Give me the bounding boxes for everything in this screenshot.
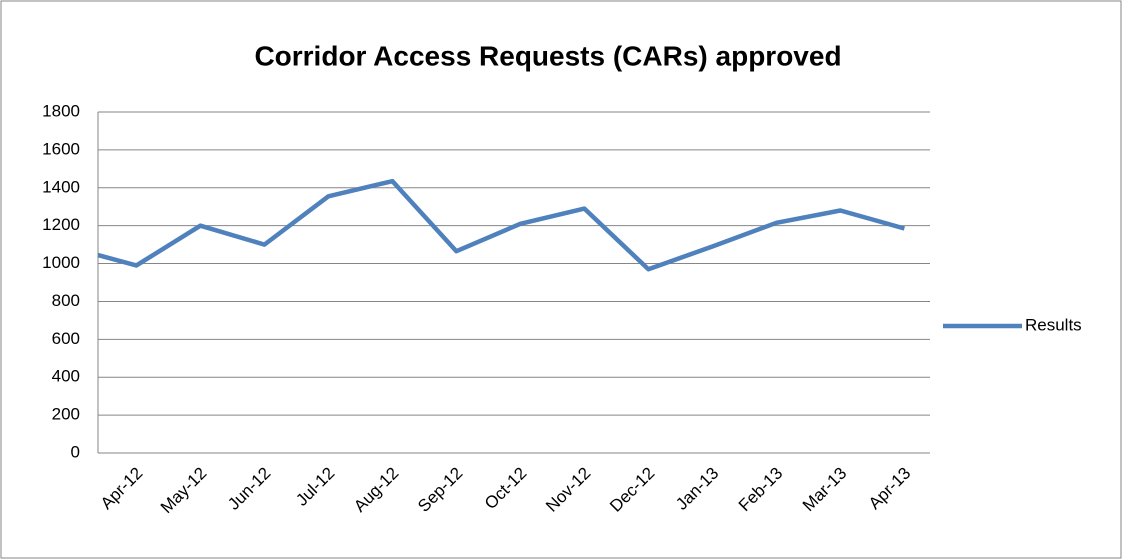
y-tick-label: 0 xyxy=(71,442,80,461)
data-line xyxy=(97,178,906,272)
y-tick-label: 1000 xyxy=(42,253,80,272)
y-tick-label: 200 xyxy=(52,405,80,424)
y-tick-label: 1200 xyxy=(42,215,80,234)
y-tick-label: 400 xyxy=(52,367,80,386)
y-tick-label: 600 xyxy=(52,329,80,348)
y-tick-label: 1800 xyxy=(42,101,80,120)
legend-label: Results xyxy=(1025,315,1082,334)
y-tick-label: 1600 xyxy=(42,139,80,158)
chart-title: Corridor Access Requests (CARs) approved xyxy=(254,40,841,71)
y-tick-label: 1400 xyxy=(42,177,80,196)
y-tick-label: 800 xyxy=(52,291,80,310)
